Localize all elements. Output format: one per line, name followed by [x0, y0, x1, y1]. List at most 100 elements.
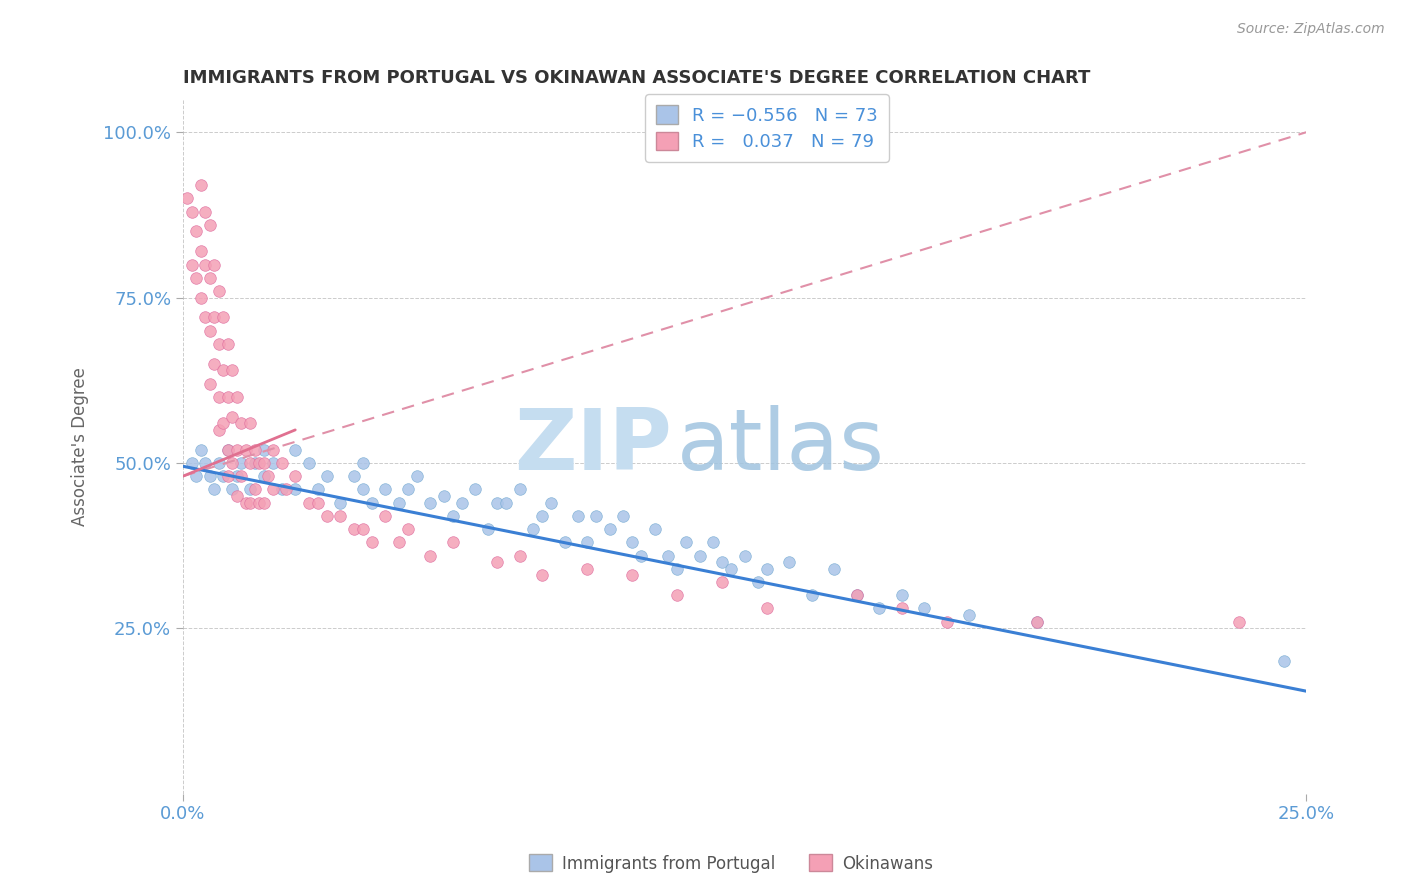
Point	[343, 469, 366, 483]
Point	[450, 496, 472, 510]
Point	[198, 218, 221, 232]
Point	[239, 456, 262, 470]
Point	[352, 522, 374, 536]
Point	[284, 483, 307, 497]
Point	[221, 363, 243, 377]
Point	[307, 496, 329, 510]
Point	[217, 390, 239, 404]
Point	[284, 442, 307, 457]
Point	[235, 442, 257, 457]
Legend: R = −0.556   N = 73, R =   0.037   N = 79: R = −0.556 N = 73, R = 0.037 N = 79	[645, 95, 889, 162]
Point	[890, 588, 912, 602]
Y-axis label: Associate's Degree: Associate's Degree	[72, 367, 89, 526]
Point	[612, 508, 634, 523]
Point	[1227, 615, 1250, 629]
Point	[666, 588, 689, 602]
Point	[198, 376, 221, 391]
Text: ZIP: ZIP	[513, 405, 672, 488]
Point	[231, 456, 253, 470]
Point	[217, 442, 239, 457]
Point	[262, 483, 284, 497]
Point	[374, 483, 396, 497]
Point	[186, 224, 208, 238]
Point	[186, 469, 208, 483]
Point	[360, 496, 382, 510]
Point	[194, 310, 217, 325]
Point	[181, 258, 204, 272]
Point	[1025, 615, 1047, 629]
Point	[225, 489, 247, 503]
Point	[666, 562, 689, 576]
Point	[221, 456, 243, 470]
Point	[1025, 615, 1047, 629]
Point	[284, 469, 307, 483]
Point	[486, 555, 509, 569]
Point	[441, 508, 464, 523]
Point	[212, 417, 235, 431]
Point	[298, 456, 321, 470]
Point	[419, 549, 441, 563]
Point	[621, 568, 644, 582]
Point	[432, 489, 454, 503]
Point	[194, 456, 217, 470]
Point	[315, 469, 337, 483]
Point	[239, 417, 262, 431]
Point	[477, 522, 499, 536]
Point	[231, 469, 253, 483]
Point	[509, 549, 531, 563]
Point	[231, 417, 253, 431]
Point	[253, 442, 276, 457]
Point	[689, 549, 711, 563]
Point	[221, 409, 243, 424]
Point	[734, 549, 756, 563]
Point	[495, 496, 517, 510]
Point	[190, 291, 212, 305]
Point	[396, 483, 419, 497]
Point	[217, 469, 239, 483]
Point	[720, 562, 742, 576]
Point	[868, 601, 890, 615]
Point	[540, 496, 562, 510]
Point	[329, 508, 352, 523]
Point	[702, 535, 724, 549]
Point	[630, 549, 652, 563]
Point	[276, 483, 298, 497]
Point	[217, 337, 239, 351]
Point	[657, 549, 679, 563]
Point	[190, 442, 212, 457]
Point	[202, 258, 225, 272]
Point	[711, 574, 734, 589]
Point	[779, 555, 801, 569]
Legend: Immigrants from Portugal, Okinawans: Immigrants from Portugal, Okinawans	[522, 847, 941, 880]
Point	[212, 469, 235, 483]
Point	[212, 310, 235, 325]
Point	[935, 615, 957, 629]
Point	[247, 456, 270, 470]
Point	[747, 574, 769, 589]
Point	[396, 522, 419, 536]
Point	[239, 483, 262, 497]
Point	[186, 270, 208, 285]
Point	[253, 456, 276, 470]
Point	[343, 522, 366, 536]
Point	[405, 469, 427, 483]
Point	[554, 535, 576, 549]
Point	[329, 496, 352, 510]
Point	[800, 588, 823, 602]
Point	[243, 483, 266, 497]
Point	[912, 601, 935, 615]
Point	[464, 483, 486, 497]
Point	[621, 535, 644, 549]
Point	[208, 390, 231, 404]
Point	[253, 469, 276, 483]
Point	[509, 483, 531, 497]
Point	[257, 469, 280, 483]
Point	[208, 423, 231, 437]
Point	[208, 456, 231, 470]
Text: IMMIGRANTS FROM PORTUGAL VS OKINAWAN ASSOCIATE'S DEGREE CORRELATION CHART: IMMIGRANTS FROM PORTUGAL VS OKINAWAN ASS…	[183, 69, 1090, 87]
Point	[243, 456, 266, 470]
Point	[221, 483, 243, 497]
Point	[225, 469, 247, 483]
Point	[360, 535, 382, 549]
Point	[225, 442, 247, 457]
